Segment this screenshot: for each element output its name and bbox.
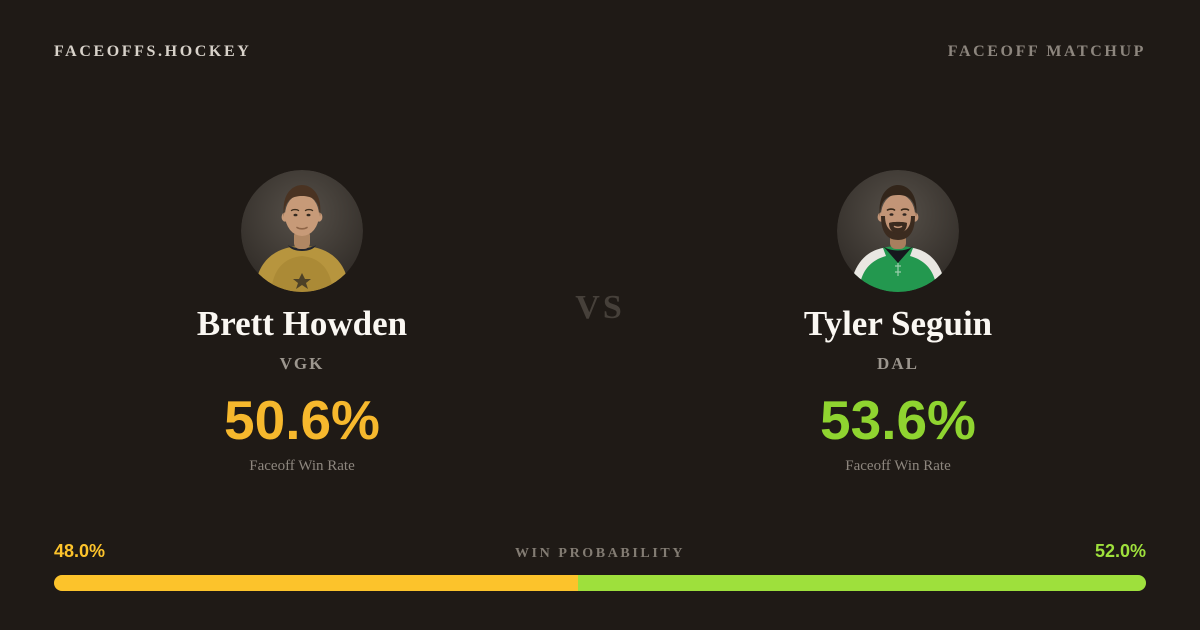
vs-divider: VS <box>512 170 688 327</box>
page-title: FACEOFF MATCHUP <box>947 43 1146 60</box>
brand-logo-text: FACEOFFS.HOCKEY <box>54 43 252 60</box>
player-name: Brett Howden <box>196 304 408 343</box>
player-team: DAL <box>877 353 919 373</box>
player-card-right: Tyler Seguin DAL 53.6% Faceoff Win Rate <box>688 170 1108 475</box>
tyler-seguin-headshot-icon <box>837 170 959 292</box>
header: FACEOFFS.HOCKEY FACEOFF MATCHUP <box>54 43 1146 61</box>
vs-label: VS <box>575 289 625 326</box>
win-probability-title: WIN PROBABILITY <box>514 546 686 561</box>
win-bar-left <box>54 575 579 591</box>
player-team: VGK <box>279 353 325 373</box>
win-probability-left-label: 48.0% <box>54 541 106 561</box>
faceoff-win-rate-label: Faceoff Win Rate <box>845 457 951 474</box>
win-probability-section: 48.0% WIN PROBABILITY 52.0% <box>54 541 1146 591</box>
win-probability-bar <box>54 575 1146 591</box>
player-card-left: Brett Howden VGK 50.6% Faceoff Win Rate <box>92 170 512 475</box>
player-name: Tyler Seguin <box>803 304 993 343</box>
win-probability-labels: 48.0% WIN PROBABILITY 52.0% <box>54 541 1146 562</box>
faceoff-win-rate-label: Faceoff Win Rate <box>249 457 355 474</box>
win-probability-right-label: 52.0% <box>1094 541 1146 561</box>
matchup-section: Brett Howden VGK 50.6% Faceoff Win Rate … <box>92 170 1108 475</box>
faceoff-win-rate-value: 53.6% <box>820 388 976 451</box>
win-bar-right <box>578 575 1146 591</box>
brett-howden-headshot-icon <box>241 170 363 292</box>
faceoff-win-rate-value: 50.6% <box>224 388 380 451</box>
